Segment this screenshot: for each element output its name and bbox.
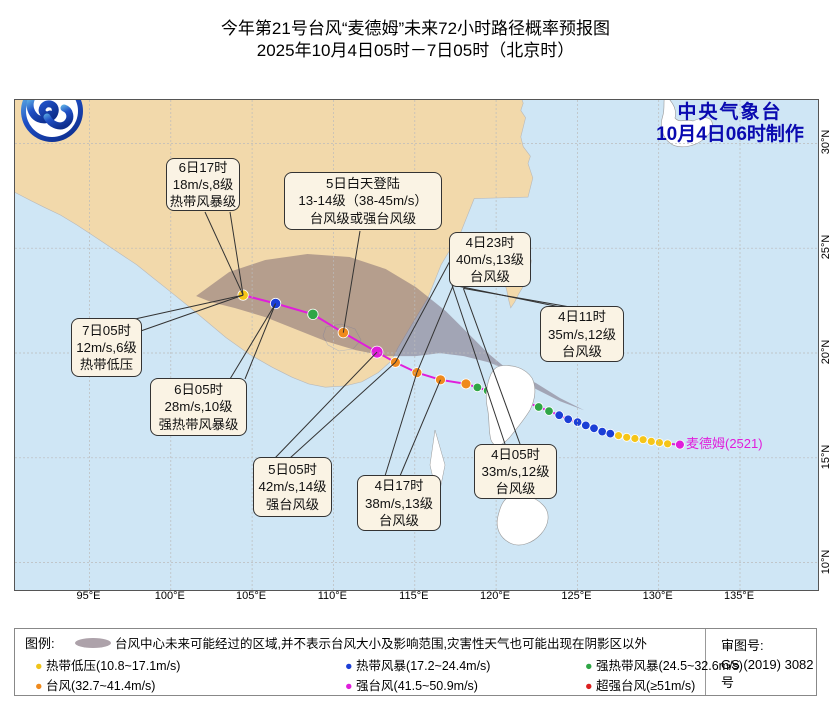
svg-text:麦德姆(2521): 麦德姆(2521) <box>686 436 763 451</box>
